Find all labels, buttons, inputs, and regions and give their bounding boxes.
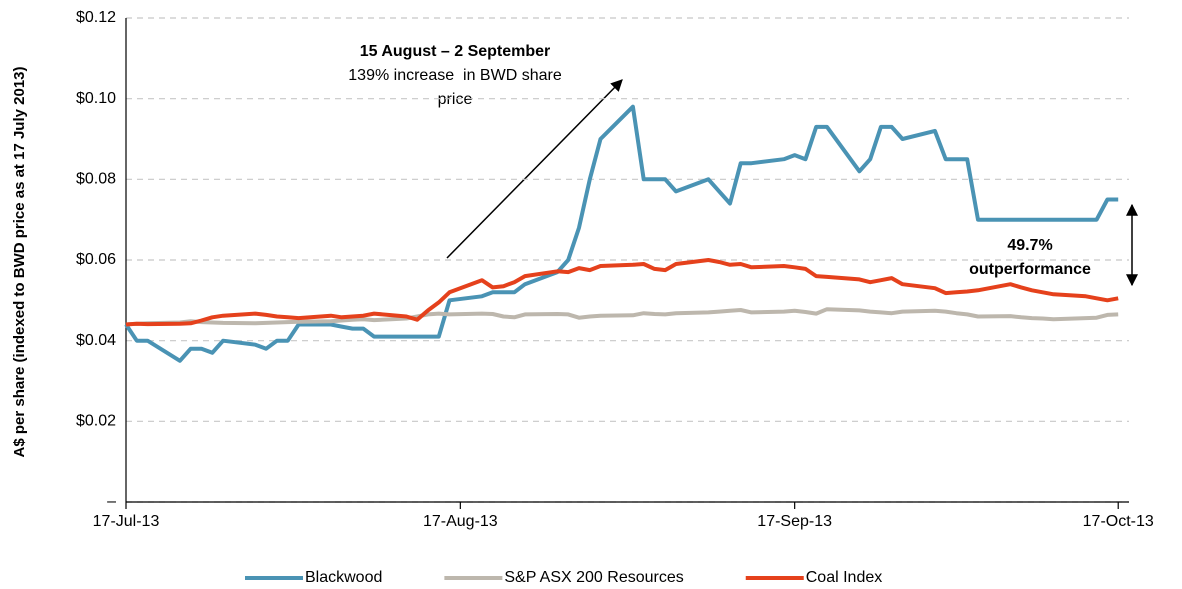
legend-label: S&P ASX 200 Resources (504, 569, 683, 586)
legend-label: Coal Index (806, 569, 883, 586)
annotation: 49.7% (1007, 237, 1052, 254)
annotation-arrow (446, 79, 623, 259)
series-line (124, 104, 1119, 363)
series-line (125, 307, 1119, 327)
y-tick-label: – (107, 493, 116, 510)
annotation: outperformance (969, 261, 1091, 278)
x-tick-label: 17-Oct-13 (1083, 513, 1154, 530)
y-tick-label: $0.08 (76, 171, 116, 188)
y-tick-label: $0.06 (76, 251, 116, 268)
y-tick-label: $0.10 (76, 90, 116, 107)
y-axis-label: A$ per share (indexed to BWD price as at… (11, 67, 28, 458)
series-line (125, 258, 1119, 327)
y-tick-label: $0.02 (76, 413, 116, 430)
x-tick-label: 17-Aug-13 (423, 513, 498, 530)
legend-label: Blackwood (305, 569, 382, 586)
y-tick-label: $0.04 (76, 332, 116, 349)
annotation: price (438, 91, 473, 108)
annotation: 15 August – 2 September (360, 43, 551, 60)
x-tick-label: 17-Jul-13 (93, 513, 160, 530)
x-tick-label: 17-Sep-13 (757, 513, 832, 530)
annotation: 139% increase in BWD share (348, 67, 562, 84)
y-tick-label: $0.12 (76, 9, 116, 26)
